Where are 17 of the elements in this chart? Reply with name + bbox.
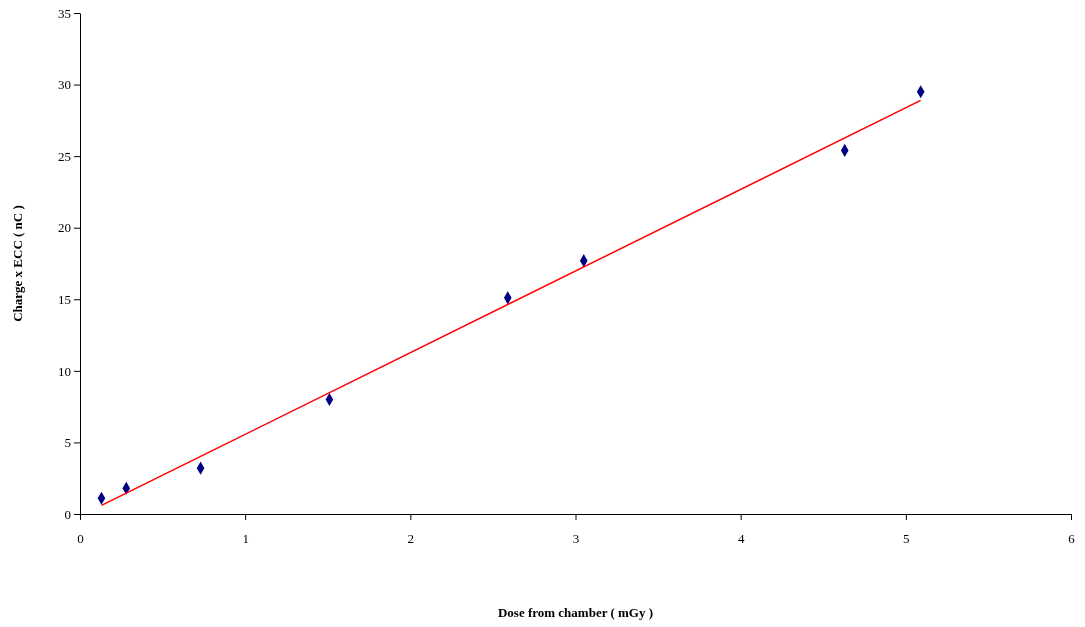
x-tick-label: 1 — [242, 531, 249, 547]
y-tick-label: 15 — [58, 291, 71, 307]
y-axis-title: Charge x ECC ( nC ) — [10, 205, 25, 322]
x-tick-label: 6 — [1068, 531, 1076, 547]
y-tick-label: 30 — [58, 77, 71, 93]
y-tick-label: 0 — [64, 506, 71, 522]
y-tick-label: 5 — [64, 435, 71, 451]
y-tick-label: 35 — [58, 5, 71, 21]
x-tick-label: 4 — [737, 531, 745, 547]
x-tick-label: 5 — [903, 531, 910, 547]
x-axis-title: Dose from chamber ( mGy ) — [497, 605, 654, 620]
y-tick-label: 25 — [58, 148, 71, 164]
x-tick-label: 3 — [572, 531, 580, 547]
x-tick-label: 0 — [77, 531, 84, 547]
y-tick-label: 10 — [58, 363, 71, 379]
y-tick-label: 20 — [58, 220, 71, 236]
x-tick-label: 2 — [407, 531, 415, 547]
